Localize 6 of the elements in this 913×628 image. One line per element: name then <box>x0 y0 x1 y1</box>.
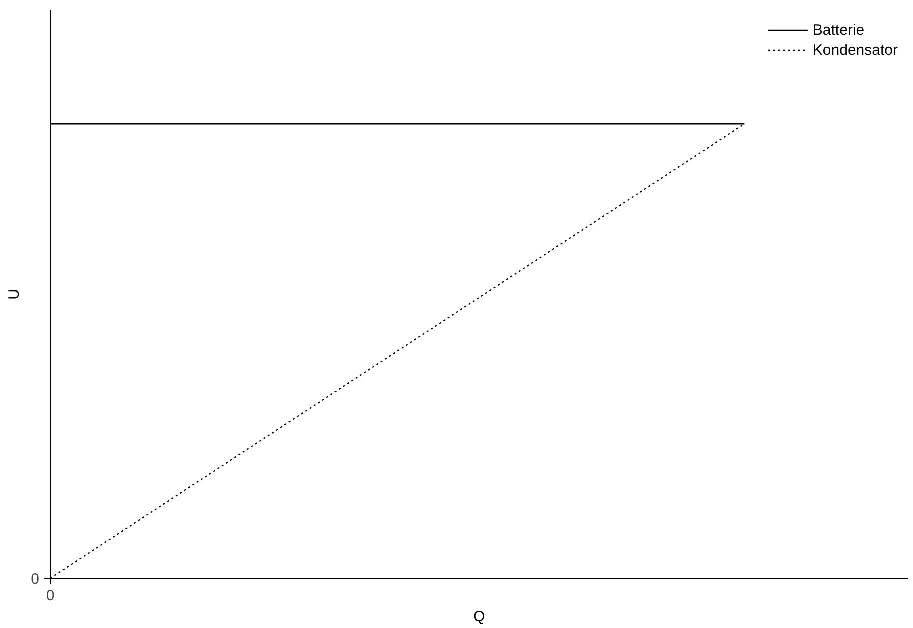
text: 0 <box>31 571 40 588</box>
legend-label: Batterie <box>812 22 865 38</box>
text: 0 <box>46 588 55 604</box>
x-axis-title: Q <box>474 608 486 626</box>
y-axis-title: U <box>6 289 24 300</box>
legend-label: Kondensator <box>812 42 898 58</box>
